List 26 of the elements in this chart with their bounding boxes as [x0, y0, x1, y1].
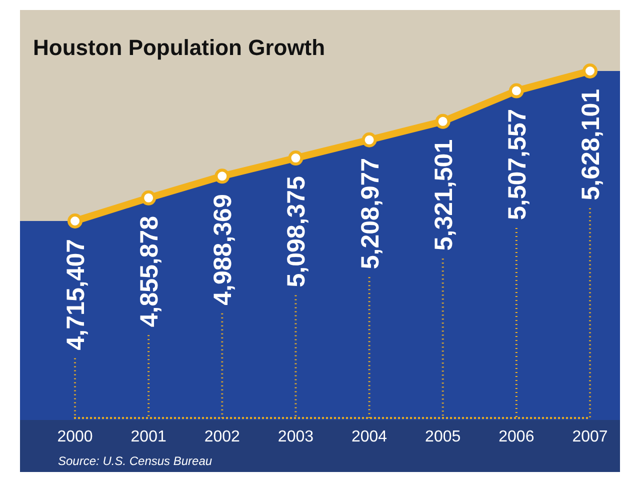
x-tick-label: 2005	[425, 428, 461, 446]
data-label: 5,098,375	[282, 176, 311, 288]
chart-title: Houston Population Growth	[33, 35, 326, 60]
x-tick-label: 2001	[130, 428, 166, 446]
x-tick-label: 2002	[204, 428, 240, 446]
point	[141, 190, 156, 206]
data-label: 4,715,407	[62, 239, 90, 350]
annotation: Source: U.S. Census Bureau	[58, 454, 212, 468]
data-label: 4,855,878	[136, 216, 164, 328]
x-tick-label: 2004	[351, 428, 388, 446]
point	[68, 214, 82, 228]
x-tick-label: 2007	[572, 428, 608, 446]
point	[582, 64, 598, 78]
point	[362, 132, 377, 148]
point	[288, 150, 304, 166]
x-tick-label: 2003	[278, 428, 314, 446]
data-label: 5,321,501	[430, 139, 458, 251]
data-label: 5,208,977	[356, 158, 384, 270]
point	[214, 168, 230, 184]
data-label: 4,988,369	[209, 194, 238, 306]
x-tick-label: 2000	[57, 428, 93, 446]
x-tick-label: 2006	[498, 428, 534, 446]
point	[435, 114, 450, 129]
data-label: 5,628,101	[577, 88, 605, 200]
data-label: 5,507,557	[503, 108, 532, 220]
point	[508, 83, 524, 98]
